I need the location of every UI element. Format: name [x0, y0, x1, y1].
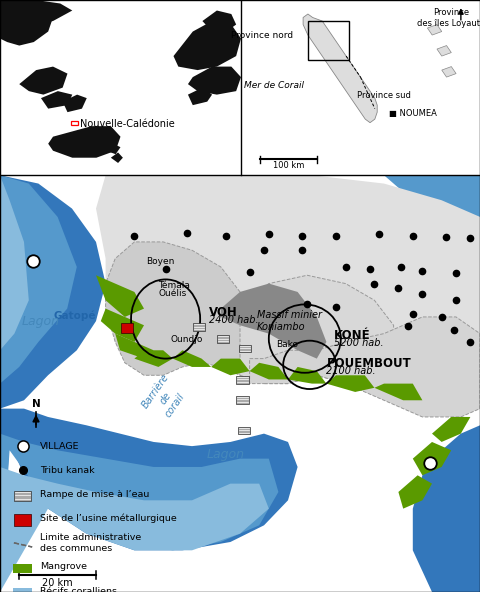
Polygon shape [303, 14, 377, 123]
Polygon shape [115, 334, 154, 359]
Text: Lagon: Lagon [22, 314, 60, 327]
Text: Rampe de mise à l’eau: Rampe de mise à l’eau [40, 490, 149, 499]
Polygon shape [427, 24, 442, 35]
Text: Barrière
de
corail: Barrière de corail [141, 372, 191, 424]
Polygon shape [413, 425, 480, 592]
Polygon shape [19, 66, 68, 95]
Polygon shape [0, 175, 106, 408]
Polygon shape [48, 126, 120, 157]
Polygon shape [326, 375, 374, 392]
Polygon shape [250, 363, 288, 379]
Polygon shape [111, 153, 123, 163]
Bar [239, 345, 251, 352]
Polygon shape [63, 95, 87, 112]
Bar [193, 323, 205, 331]
Bar [13, 588, 32, 592]
Polygon shape [221, 284, 326, 359]
Polygon shape [188, 88, 212, 105]
Polygon shape [398, 475, 432, 509]
Polygon shape [203, 11, 236, 31]
Polygon shape [250, 317, 480, 417]
Text: 2400 hab.: 2400 hab. [209, 316, 258, 325]
Polygon shape [211, 359, 250, 375]
Bar [308, 21, 348, 60]
Polygon shape [240, 275, 394, 384]
Text: N: N [457, 0, 464, 2]
Bar [14, 514, 31, 526]
Polygon shape [0, 408, 298, 592]
Text: Massif minier
Koniambo: Massif minier Koniambo [257, 310, 322, 332]
Polygon shape [101, 308, 144, 342]
Text: Province nord: Province nord [231, 31, 294, 40]
Text: 100 km: 100 km [273, 161, 304, 170]
Polygon shape [173, 21, 241, 70]
Text: Limite administrative
des communes: Limite administrative des communes [40, 533, 141, 552]
Text: 20 km: 20 km [42, 578, 73, 588]
Text: Mangrove: Mangrove [40, 562, 87, 571]
Bar [217, 335, 229, 343]
Polygon shape [437, 46, 451, 56]
Polygon shape [134, 350, 173, 367]
Polygon shape [0, 0, 53, 46]
Text: Gatopé: Gatopé [53, 310, 96, 320]
Polygon shape [41, 91, 72, 109]
Polygon shape [374, 384, 422, 400]
Text: VILLAGE: VILLAGE [40, 442, 79, 451]
Text: Témala: Témala [158, 281, 190, 290]
Polygon shape [106, 242, 250, 375]
Bar [71, 121, 78, 126]
Text: Bako: Bako [276, 340, 298, 349]
Text: POUEMBOUT: POUEMBOUT [326, 357, 411, 370]
Polygon shape [96, 175, 480, 417]
Text: 5200 hab.: 5200 hab. [334, 338, 383, 348]
Text: N: N [32, 398, 40, 408]
Text: Lagon: Lagon [206, 448, 245, 461]
Text: Site de l’usine métallurgique: Site de l’usine métallurgique [40, 514, 177, 523]
Text: VOH: VOH [209, 306, 238, 319]
Bar [238, 427, 250, 435]
Text: Oundjo: Oundjo [170, 335, 203, 345]
Polygon shape [96, 275, 144, 317]
Polygon shape [173, 350, 211, 367]
Polygon shape [106, 144, 120, 154]
Bar [14, 491, 31, 501]
Bar [236, 376, 249, 384]
Text: Province
des îles Loyauté: Province des îles Loyauté [417, 8, 480, 27]
Polygon shape [288, 367, 326, 384]
Polygon shape [442, 66, 456, 77]
Text: Récifs coralliens: Récifs coralliens [40, 587, 117, 592]
Polygon shape [188, 66, 241, 95]
Polygon shape [0, 467, 269, 592]
Text: Ouélis: Ouélis [158, 289, 187, 298]
Bar [13, 564, 32, 573]
Text: ■ NOUMEA: ■ NOUMEA [389, 109, 437, 118]
Polygon shape [413, 442, 451, 475]
Text: KONÉ: KONÉ [334, 329, 370, 342]
Polygon shape [0, 0, 72, 26]
Polygon shape [0, 175, 77, 384]
Bar [121, 323, 133, 333]
Text: Tribu kanak: Tribu kanak [40, 466, 95, 475]
Polygon shape [384, 175, 480, 234]
Text: Nouvelle-Calédonie: Nouvelle-Calédonie [80, 120, 175, 130]
Polygon shape [432, 417, 470, 442]
Polygon shape [0, 433, 278, 592]
Text: Boyen: Boyen [146, 258, 175, 266]
Text: 2100 hab.: 2100 hab. [326, 366, 376, 376]
Polygon shape [0, 175, 29, 350]
Text: Province sud: Province sud [358, 91, 411, 100]
Text: Mer de Corail: Mer de Corail [244, 81, 304, 89]
Bar [236, 396, 249, 404]
